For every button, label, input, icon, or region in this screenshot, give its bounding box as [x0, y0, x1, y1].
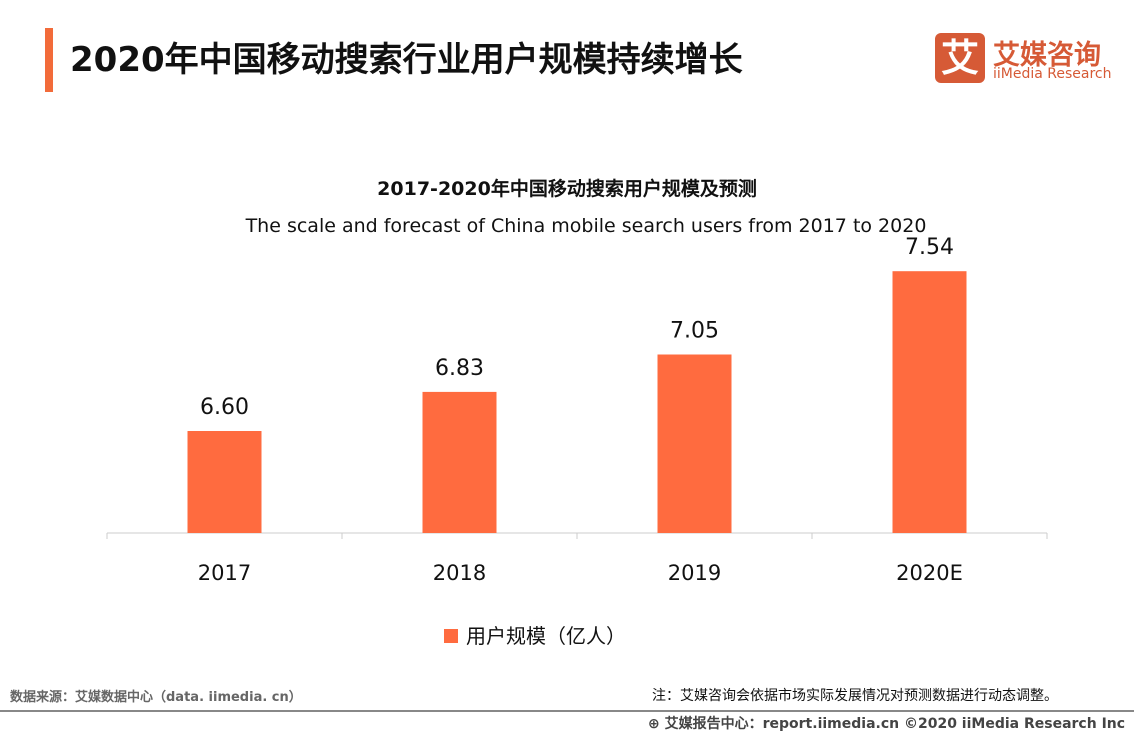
footer-credit: ⊕ 艾媒报告中心：report.iimedia.cn ©2020 iiMedia…: [648, 713, 1125, 733]
logo-cn: 艾媒咨询: [993, 40, 1101, 71]
credit-text: 艾媒报告中心：report.iimedia.cn ©2020 iiMedia R…: [664, 716, 1126, 732]
logo-en: iiMedia Research: [993, 66, 1112, 82]
x-tick-label: 2017: [198, 561, 251, 585]
x-tick-label: 2019: [668, 561, 721, 585]
legend: 用户规模（亿人）: [444, 620, 626, 649]
title-accent-bar: [45, 28, 53, 92]
legend-swatch: [444, 629, 458, 643]
chart-subtitle: The scale and forecast of China mobile s…: [245, 215, 927, 237]
bar: [892, 271, 967, 533]
data-label: 6.83: [435, 356, 484, 381]
data-source: 数据来源：艾媒数据中心（data. iimedia. cn）: [10, 690, 302, 705]
bar: [657, 354, 732, 533]
globe-icon: ⊕: [648, 716, 665, 732]
legend-label: 用户规模（亿人）: [466, 624, 626, 648]
chart-title: 2017-2020年中国移动搜索用户规模及预测: [377, 178, 757, 200]
x-tick-label: 2020E: [896, 561, 963, 585]
logo-mark: 艾: [935, 33, 985, 83]
forecast-note: 注：艾媒咨询会依据市场实际发展情况对预测数据进行动态调整。: [652, 688, 1058, 704]
x-tick-label: 2018: [433, 561, 486, 585]
page-title: 2020年中国移动搜索行业用户规模持续增长: [70, 40, 743, 80]
data-label: 7.54: [905, 235, 954, 260]
data-label: 6.60: [200, 395, 249, 420]
bar: [187, 431, 262, 533]
data-label: 7.05: [670, 319, 719, 344]
footer-divider: [0, 710, 1134, 712]
bar: [422, 391, 497, 533]
